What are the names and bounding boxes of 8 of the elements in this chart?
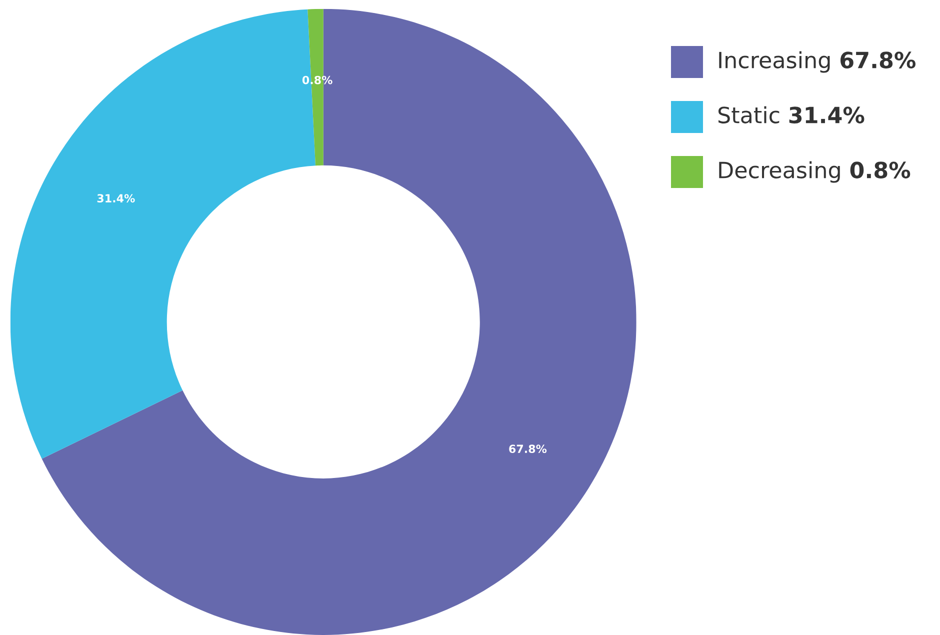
text: 0.8% (850, 162, 910, 178)
legend-label: Decreasing (719, 161, 840, 183)
data-label: 31.4% (97, 194, 135, 202)
text: 31.4% (789, 106, 864, 124)
text: 67.8% (840, 52, 916, 68)
legend-label: Increasing (719, 51, 830, 73)
data-label: 67.8% (509, 444, 547, 454)
legend-label: Static (718, 106, 780, 124)
